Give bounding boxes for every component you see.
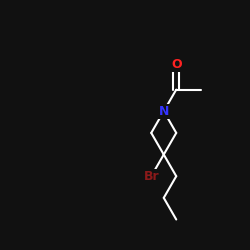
- Text: O: O: [171, 58, 181, 71]
- Text: N: N: [158, 105, 169, 118]
- Text: Br: Br: [144, 170, 159, 183]
